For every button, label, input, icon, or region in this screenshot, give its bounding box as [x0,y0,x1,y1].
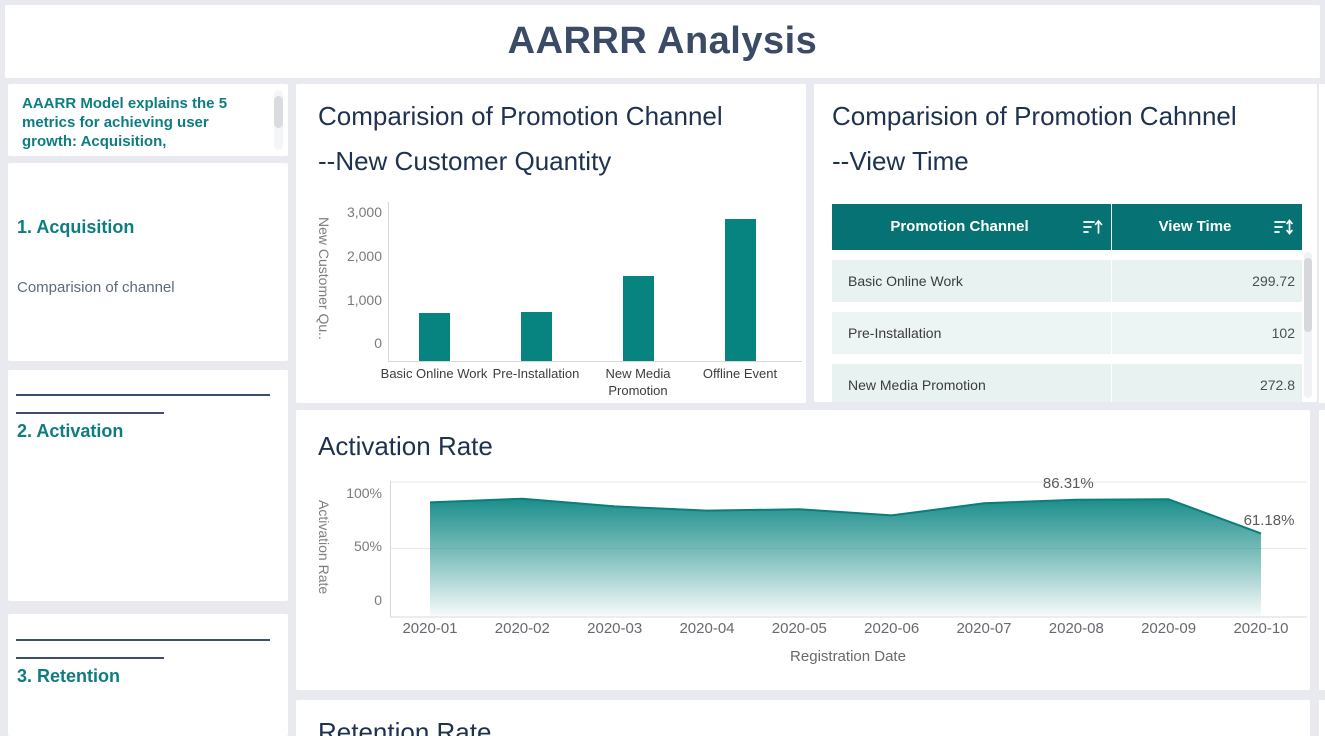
column-header-promotion-channel[interactable]: Promotion Channel [832,204,1111,250]
page-title: AARRR Analysis [507,20,818,62]
retention-rate-card: Retention Rate [296,700,1310,736]
table-header: Promotion Channel View Time [832,204,1302,250]
activation-y-tick-label: 100% [346,485,382,501]
column-header-view-time[interactable]: View Time [1112,204,1302,250]
divider-line [16,639,270,641]
activation-x-tick-label: 2020-01 [402,620,458,637]
activation-x-tick-label: 2020-08 [1048,620,1104,637]
view-time-table: Promotion Channel View Time [832,204,1302,402]
data-label-2020-10: 61.18% [1243,512,1295,530]
bar-x-category-label: Pre-Installation [492,366,580,381]
bar-y-tick-label: 0 [374,335,382,351]
sort-ascending-icon[interactable] [1083,218,1103,236]
table-row[interactable]: Basic Online Work 299.72 [832,260,1302,302]
table-title: Comparision of Promotion Cahnnel --View … [832,101,1237,176]
activation-area-plot[interactable]: Activation Rate Registration Date 0 50% 10… [296,410,1310,690]
section-heading: 3. Retention [17,666,121,686]
activation-x-tick-label: 2020-07 [956,620,1012,637]
value-cell: 299.72 [1112,260,1302,302]
bar-y-axis-line [388,202,389,361]
activation-x-tick-label: 2020-09 [1141,620,1197,637]
activation-area-chart[interactable] [390,481,1307,619]
section-heading: 1. Acquisition [17,217,135,237]
bar-pre-installation[interactable] [520,311,552,361]
divider-line [16,412,164,414]
channel-cell: Basic Online Work [832,260,1111,302]
value-cell: 102 [1112,312,1302,354]
bar-new-media-promotion[interactable] [622,276,654,361]
activation-y-tick-label: 50% [353,538,382,554]
area-line [429,497,1262,535]
activation-x-tick-label: 2020-10 [1233,620,1289,637]
bar-offline-event[interactable] [724,219,756,361]
view-time-table-card: Comparision of Promotion Cahnnel --View … [814,84,1317,402]
intro-scrollbar-thumb[interactable] [274,96,283,128]
bar-chart-plot[interactable]: New Customer Qu.. 0 1,000 2,000 3,000 Basic … [296,84,806,403]
divider-line [16,657,164,659]
bar-y-tick-label: 1,000 [346,292,382,308]
activation-chart-title: Activation Rate [318,431,493,461]
bar-y-tick-label: 3,000 [346,204,382,220]
activation-x-tick-label: 2020-06 [864,620,920,637]
section-subtext: Comparision of channel [17,279,175,296]
activation-x-axis-title: Registration Date [790,648,906,665]
table-row[interactable]: Pre-Installation 102 [832,312,1302,354]
intro-scrollbar[interactable] [274,90,283,150]
sidebar-intro-card: AAARR Model explains the 5 metrics for a… [8,84,288,156]
dashboard-title-card: AARRR Analysis [5,5,1320,78]
cutoff-card-edge [1319,700,1325,736]
activation-y-axis-title: Activation Rate [316,500,332,595]
value-cell: 272.8 [1112,364,1302,402]
new-customer-bar-chart-card: Comparision of Promotion Channel --New C… [296,84,806,403]
table-scrollbar-thumb[interactable] [1304,258,1312,332]
channel-cell: Pre-Installation [832,312,1111,354]
activation-y-tick-label: 0 [374,592,382,608]
cutoff-card-edge [1319,410,1325,690]
divider-line [16,394,270,396]
sidebar-section-activation: 2. Activation [8,370,288,601]
section-heading: 2. Activation [17,421,124,441]
bar-x-category-label: Basic Online Work [380,366,488,381]
bar-x-category-label: New Media Promotion [605,366,671,398]
activation-x-tick-label: 2020-02 [494,620,550,637]
bar-basic-online-work[interactable] [418,313,450,361]
area-fill[interactable] [430,498,1261,616]
intro-text: AAARR Model explains the 5 metrics for a… [22,95,228,150]
table-body: Basic Online Work 299.72 Pre-Installation 1… [832,260,1302,402]
table-row[interactable]: New Media Promotion 272.8 [832,364,1302,402]
bar-x-category-label: Offline Event [702,366,778,381]
sidebar-section-retention: 3. Retention [8,614,288,736]
activation-x-tick-label: 2020-03 [587,620,643,637]
cutoff-card-edge [1319,84,1325,403]
bar-y-axis-title: New Customer Qu.. [316,216,332,340]
activation-x-tick-label: 2020-05 [771,620,827,637]
activation-rate-card: Activation Rate Activation Rate Registra… [296,410,1310,690]
channel-cell: New Media Promotion [832,364,1111,402]
sort-updown-icon[interactable] [1274,218,1294,236]
bar-y-tick-label: 2,000 [346,248,382,264]
activation-x-tick-label: 2020-04 [679,620,735,637]
data-label-2020-08: 86.31% [1042,474,1094,492]
sidebar-section-acquisition: 1. Acquisition Comparision of channel [8,163,288,361]
bar-chart-title: Comparision of Promotion Channel --New C… [318,101,723,176]
retention-chart-title: Retention Rate [318,717,492,736]
bar-x-axis-line [388,361,802,362]
table-scrollbar[interactable] [1304,252,1312,398]
